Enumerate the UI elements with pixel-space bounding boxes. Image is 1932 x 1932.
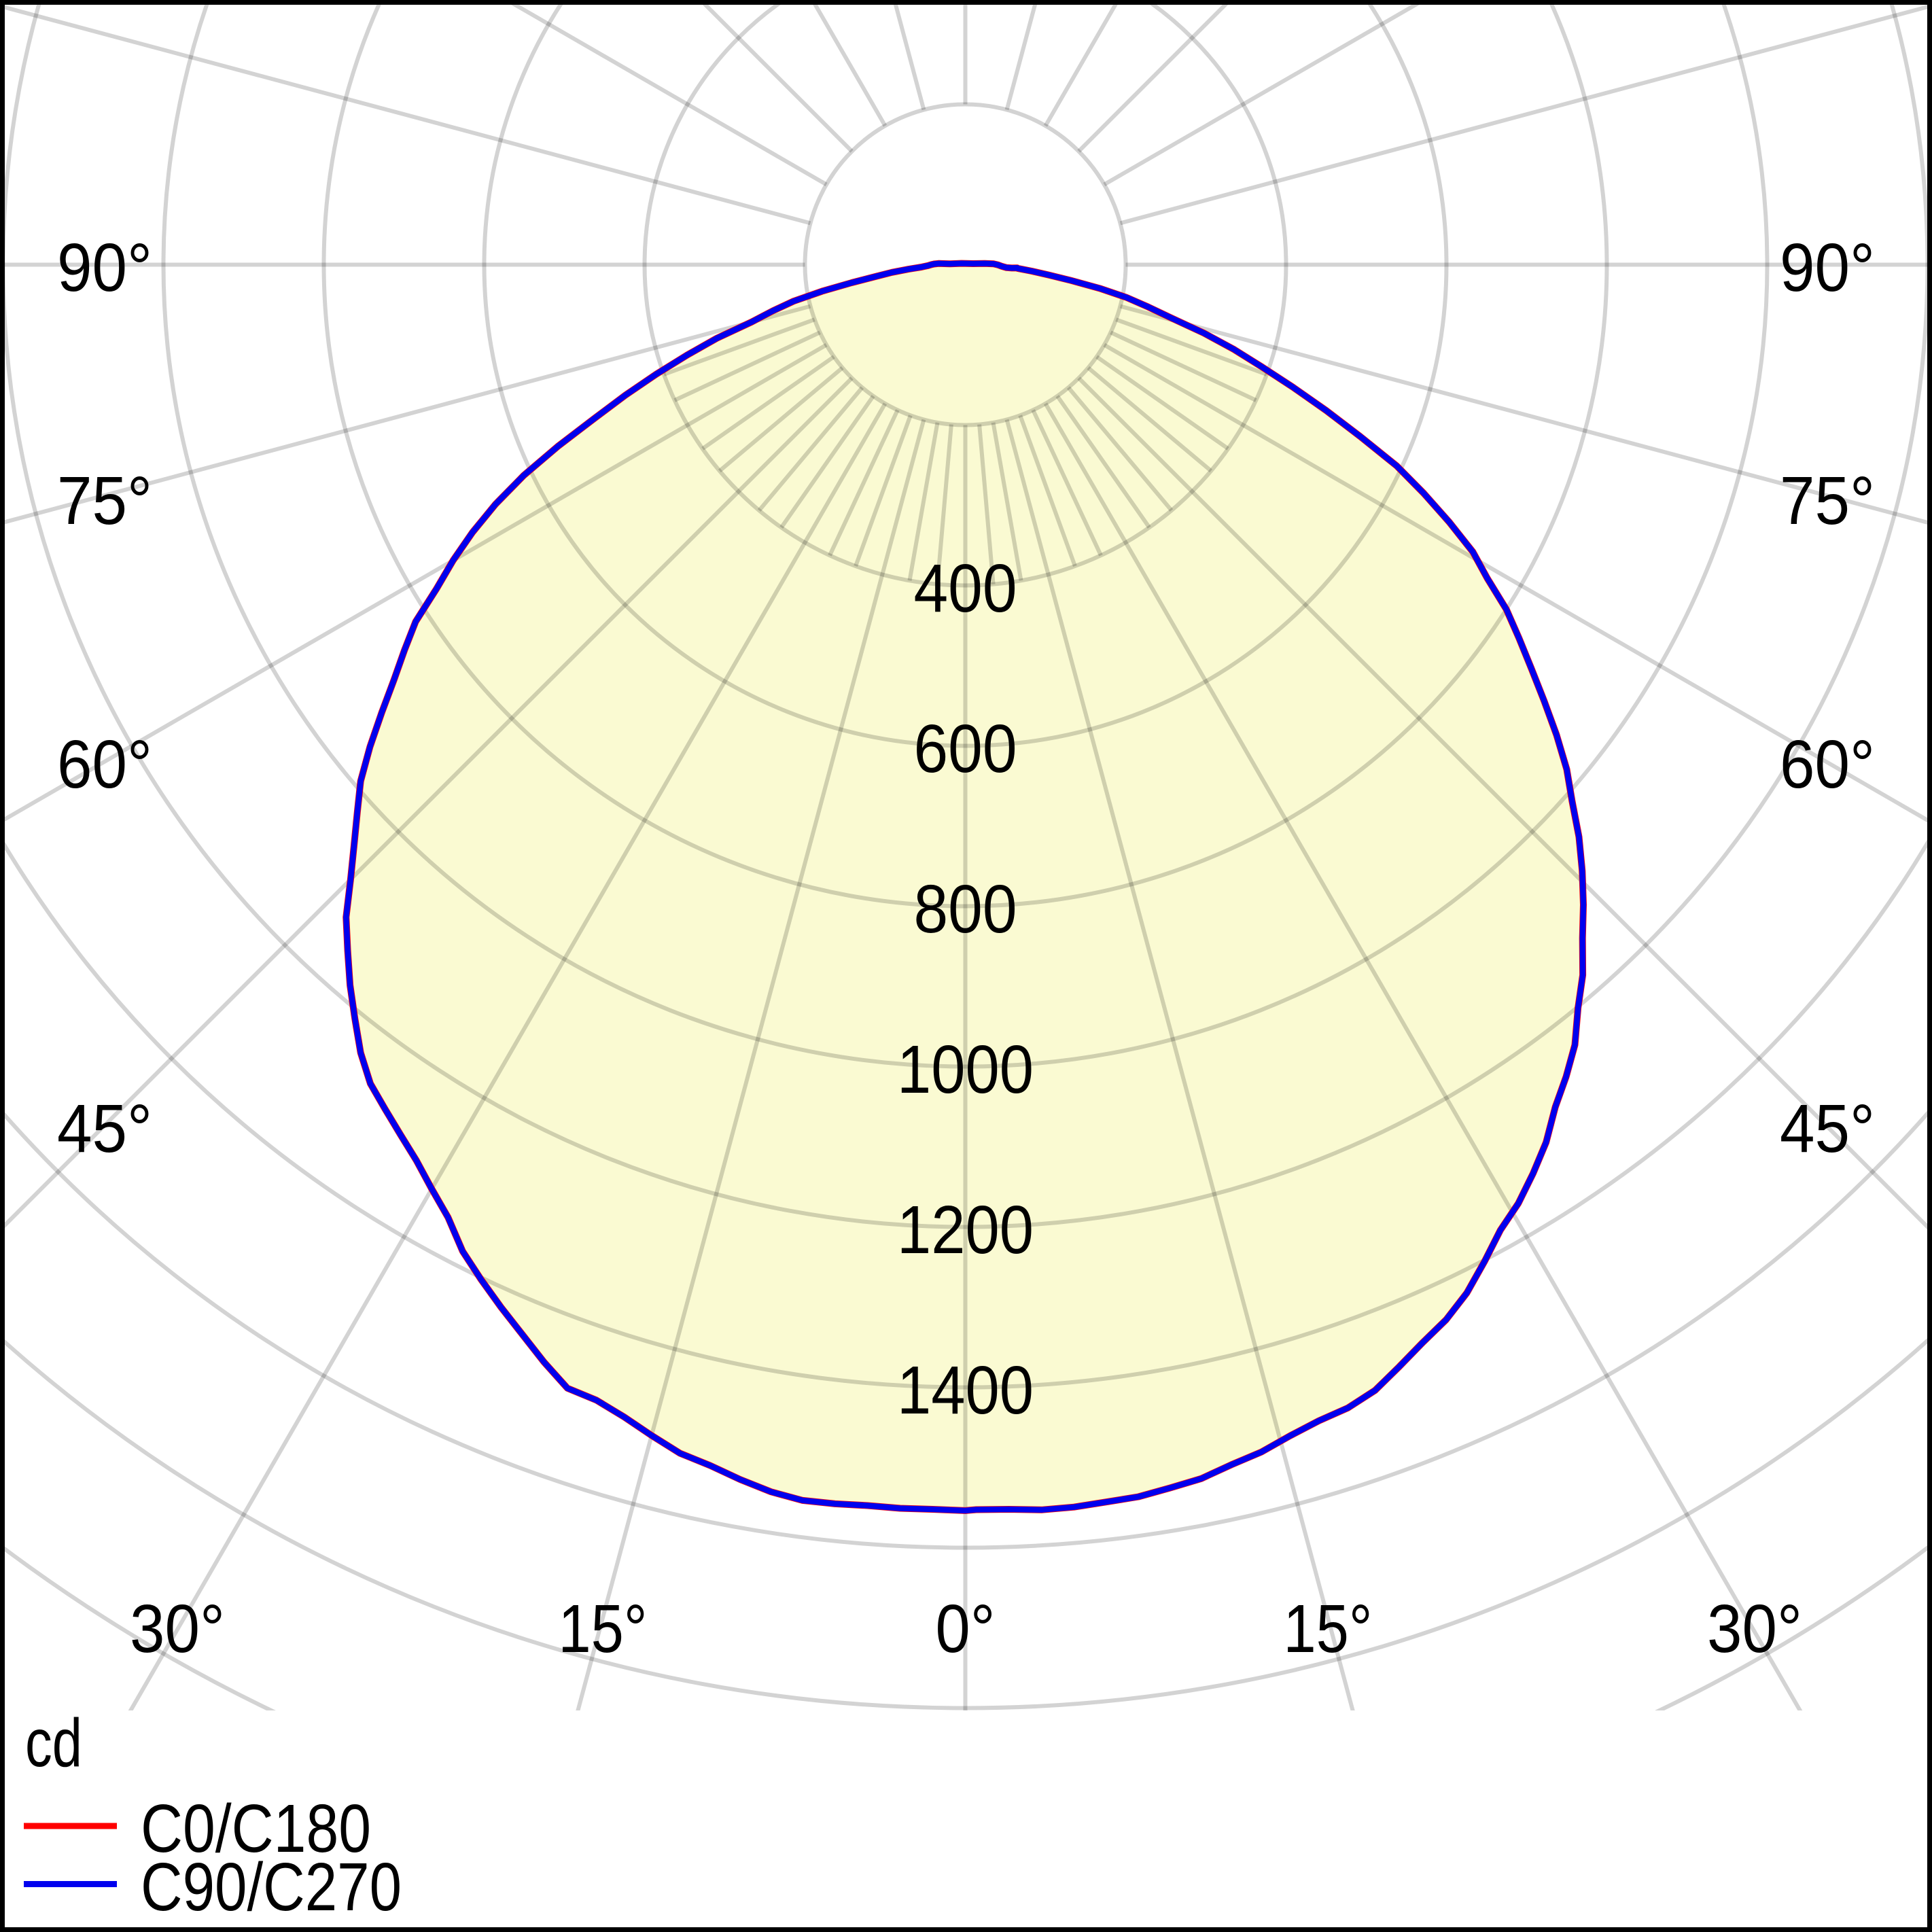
svg-text:1000: 1000: [897, 1032, 1034, 1108]
svg-text:90°: 90°: [1780, 230, 1875, 306]
svg-text:15°: 15°: [1284, 1591, 1373, 1667]
svg-text:45°: 45°: [57, 1091, 152, 1167]
svg-text:45°: 45°: [1780, 1091, 1875, 1167]
svg-text:60°: 60°: [57, 726, 152, 803]
svg-text:75°: 75°: [57, 463, 152, 539]
svg-text:C90/C270: C90/C270: [141, 1849, 402, 1925]
svg-text:1200: 1200: [897, 1192, 1034, 1268]
svg-text:75°: 75°: [1780, 463, 1875, 539]
svg-text:15°: 15°: [559, 1591, 648, 1667]
svg-text:30°: 30°: [130, 1591, 225, 1667]
svg-text:C0/C180: C0/C180: [141, 1791, 371, 1867]
svg-text:60°: 60°: [1780, 726, 1875, 803]
svg-text:0°: 0°: [936, 1591, 996, 1667]
svg-text:600: 600: [914, 711, 1017, 787]
svg-text:1400: 1400: [897, 1352, 1034, 1428]
svg-text:30°: 30°: [1707, 1591, 1802, 1667]
svg-text:400: 400: [914, 550, 1017, 627]
svg-text:cd: cd: [25, 1705, 82, 1781]
svg-text:800: 800: [914, 871, 1017, 947]
svg-text:90°: 90°: [57, 230, 152, 306]
